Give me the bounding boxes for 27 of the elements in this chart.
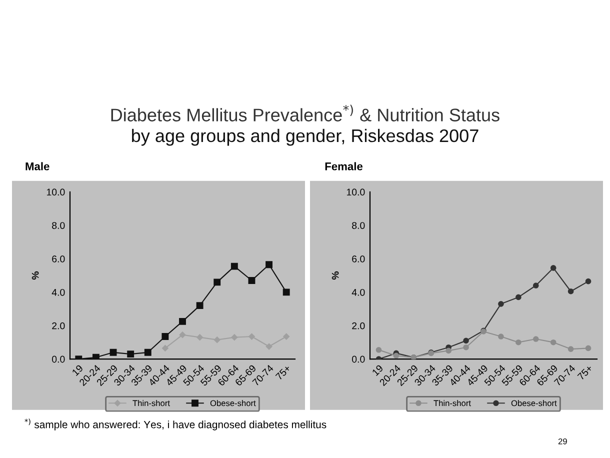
text: $^{*)}$ sample who answered: Yes, i have diagnosed diabetes mellitus xyxy=(24,418,326,430)
y-tick-label: 10.0 xyxy=(346,188,365,196)
legend-title: Female xyxy=(325,162,363,170)
legend-title: Male xyxy=(26,162,50,170)
chart-title: Diabetes Mellitus Prevalence$^{*)}$ & Nutrition Status xyxy=(111,104,500,122)
y-tick-label: 10.0 xyxy=(46,188,65,196)
y-tick-label: 0.0 xyxy=(352,356,365,363)
y-tick-label: 2.0 xyxy=(352,322,365,330)
y-tick-label: 2.0 xyxy=(52,322,65,330)
legend-label: Thin-short xyxy=(434,400,471,406)
y-tick-label: 6.0 xyxy=(352,256,365,262)
y-tick-label: 8.0 xyxy=(352,222,365,229)
x-tick-label: 19 xyxy=(372,364,384,376)
x-tick-label: 75+ xyxy=(275,364,292,380)
y-axis-title: % xyxy=(332,271,339,280)
chart-subtitle: by age groups and gender, Riskesdas 2007 xyxy=(132,128,478,146)
y-tick-label: 0.0 xyxy=(52,356,65,363)
legend-label: Obese-short xyxy=(511,400,557,406)
legend-label: Obese-short xyxy=(210,400,256,406)
legend-label: Thin-short xyxy=(132,400,170,406)
y-tick-label: 4.0 xyxy=(52,288,65,296)
x-tick-label: 75+ xyxy=(577,364,593,380)
y-tick-label: 6.0 xyxy=(52,256,65,262)
y-tick-label: 4.0 xyxy=(352,288,365,296)
y-tick-label: 8.0 xyxy=(52,222,65,229)
text: 29 xyxy=(558,438,567,444)
y-axis-title: % xyxy=(32,271,39,280)
